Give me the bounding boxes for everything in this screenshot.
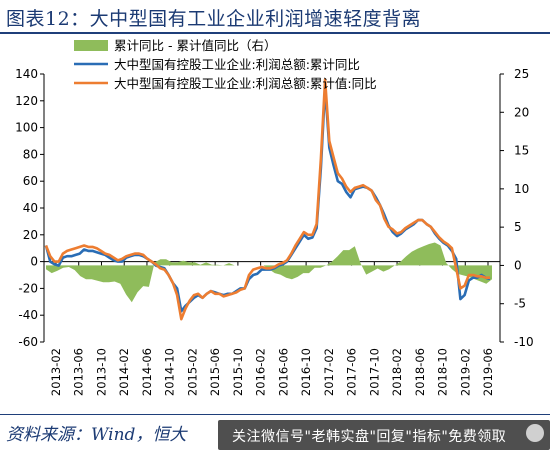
left-y-tick-label: -20 [18,281,38,295]
right-y-tick-label: 25 [514,67,529,81]
left-y-tick-label: -40 [18,308,38,322]
left-y-tick-label: -60 [18,335,38,349]
x-tick-label: 2016-10 [299,348,313,396]
x-tick-label: 2017-02 [322,348,336,396]
x-tick-label: 2017-10 [367,348,381,396]
right-y-tick-label: 20 [514,105,529,119]
x-tick-label: 2018-02 [390,348,404,396]
banner-logo-icon [526,424,544,442]
banner-text: 关注微信号"老韩实盘"回复"指标"免费领取 [232,429,507,445]
title-bar: 图表12：大中型国有工业企业利润增速轻度背离 [0,0,550,34]
x-tick-label: 2018-10 [436,348,450,396]
x-tick-label: 2015-06 [208,348,222,396]
legend-swatch-area [74,40,108,51]
x-tick-label: 2015-10 [231,348,245,396]
x-tick-label: 2015-02 [185,348,199,396]
left-y-tick-label: 100 [15,121,38,135]
left-y-tick-label: 40 [23,201,38,215]
source-divider [0,414,550,415]
legend-label-area: 累计同比 - 累计值同比（右） [114,38,276,53]
right-y-tick-label: 0 [514,258,522,272]
x-tick-label: 2014-06 [140,348,154,396]
right-y-tick-label: -5 [514,297,526,311]
chart-canvas: -60 -40 -20 0 20 40 60 80 100 120 140 -10 -5 0 5 10 15 20… [15,38,534,396]
x-tick-label: 2014-10 [163,348,177,396]
x-tick-label: 2013-10 [94,348,108,396]
x-tick-label: 2017-06 [345,348,359,396]
x-tick-label: 2013-06 [72,348,86,396]
left-y-tick-label: 120 [15,94,38,108]
left-y-tick-label: 0 [30,255,38,269]
left-y-tick-label: 140 [15,67,38,81]
left-y-tick-label: 60 [23,174,38,188]
x-tick-label: 2019-02 [458,348,472,396]
chart-title: 图表12：大中型国有工业企业利润增速轻度背离 [6,8,422,30]
x-tick-label: 2013-02 [49,348,63,396]
source-note: 资料来源：Wind，恒大 [6,425,187,445]
right-y-tick-label: 5 [514,220,522,234]
left-y-tick-label: 20 [23,228,38,242]
x-tick-label: 2014-02 [117,348,131,396]
left-y-tick-label: 80 [23,147,38,161]
right-y-tick-label: 15 [514,144,529,158]
series-line-cumulative-value-yoy [44,78,490,321]
x-tick-label: 2019-06 [481,348,495,396]
legend-label-orange: 大中型国有控股工业企业:利润总额:累计值:同比 [114,76,377,91]
x-tick-label: 2016-06 [276,348,290,396]
area-series-diff [46,242,492,303]
x-tick-label: 2018-06 [413,348,427,396]
x-tick-label: 2016-02 [254,348,268,396]
watermark-banner: 关注微信号"老韩实盘"回复"指标"免费领取 [218,420,550,450]
legend-label-blue: 大中型国有控股工业企业:利润总额:累计同比 [114,57,360,72]
right-y-tick-label: -10 [514,335,534,349]
right-y-tick-label: 10 [514,182,529,196]
